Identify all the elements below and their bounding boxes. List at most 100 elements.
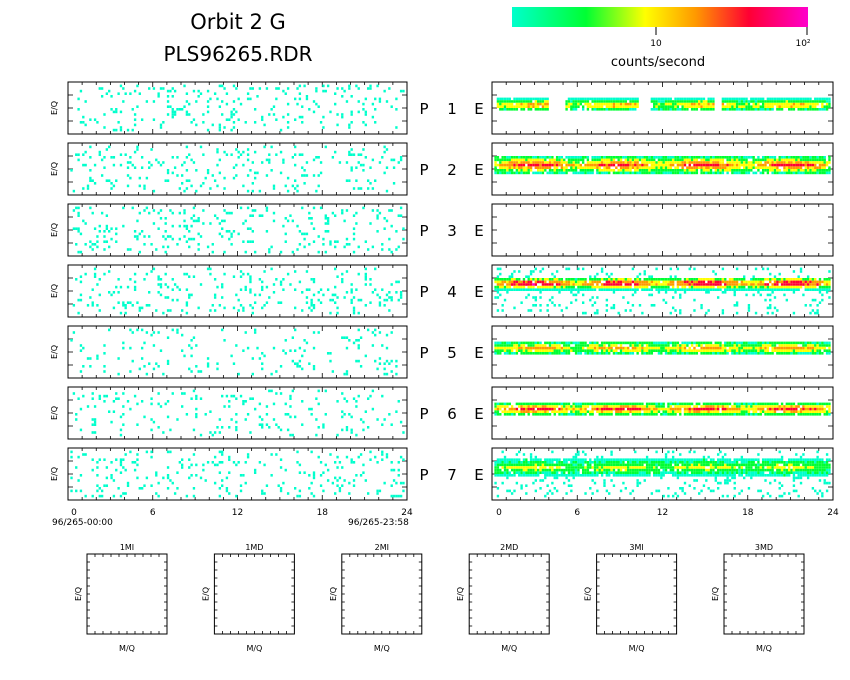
count-cell	[667, 346, 670, 350]
count-cell	[223, 150, 226, 154]
count-cell	[221, 235, 224, 238]
count-cell	[676, 105, 680, 108]
count-cell	[634, 100, 637, 103]
count-cell	[660, 288, 663, 291]
count-cell	[591, 344, 594, 347]
count-cell	[166, 179, 170, 182]
count-cell	[503, 102, 507, 106]
count-cell	[136, 328, 139, 332]
count-cell	[693, 352, 696, 355]
count-cell	[553, 346, 556, 350]
count-cell	[197, 95, 200, 98]
count-cell	[546, 166, 549, 169]
count-cell	[385, 346, 389, 350]
count-cell	[166, 245, 170, 249]
count-cell	[591, 341, 594, 345]
count-cell	[242, 306, 245, 310]
count-cell	[263, 270, 266, 273]
count-cell	[731, 166, 734, 169]
count-cell	[253, 176, 257, 180]
count-cell	[251, 397, 254, 400]
count-cell	[645, 349, 649, 352]
count-cell	[334, 492, 337, 495]
count-cell	[617, 97, 620, 101]
count-cell	[688, 163, 691, 167]
count-cell	[643, 407, 646, 411]
count-cell	[294, 118, 297, 121]
count-cell	[598, 352, 601, 355]
count-cell	[679, 293, 682, 297]
count-cell	[105, 224, 109, 228]
count-cell	[376, 489, 379, 493]
count-cell	[496, 105, 500, 108]
count-cell	[731, 283, 734, 286]
count-cell	[536, 100, 540, 103]
count-cell	[709, 169, 713, 172]
count-cell	[712, 349, 715, 352]
count-cell	[399, 214, 403, 217]
count-cell	[553, 163, 556, 167]
count-cell	[105, 227, 109, 230]
count-cell	[610, 407, 613, 411]
count-cell	[277, 87, 280, 90]
count-cell	[157, 291, 160, 294]
count-cell	[792, 341, 796, 345]
count-cell	[771, 156, 774, 159]
count-cell	[629, 105, 632, 108]
count-cell	[115, 458, 118, 461]
count-cell	[778, 344, 781, 347]
count-cell	[544, 102, 547, 106]
count-cell	[660, 285, 663, 289]
count-cell	[225, 487, 229, 490]
count-cell	[636, 341, 639, 345]
count-cell	[336, 113, 339, 116]
count-cell	[539, 304, 542, 307]
count-cell	[598, 108, 601, 111]
count-cell	[265, 484, 269, 487]
count-cell	[249, 304, 252, 307]
count-cell	[129, 156, 132, 159]
count-cell	[263, 123, 266, 127]
count-cell	[747, 283, 751, 286]
count-cell	[790, 163, 793, 167]
count-cell	[605, 108, 609, 111]
count-cell	[98, 293, 101, 297]
count-cell	[698, 283, 701, 286]
count-cell	[792, 166, 796, 169]
count-cell	[634, 105, 637, 108]
count-cell	[506, 161, 509, 164]
count-cell	[93, 405, 97, 408]
count-cell	[790, 288, 793, 291]
count-cell	[589, 163, 592, 167]
count-cell	[797, 280, 800, 284]
count-cell	[390, 359, 393, 363]
count-cell	[605, 171, 609, 175]
count-cell	[674, 169, 677, 172]
count-cell	[72, 392, 76, 395]
count-cell	[117, 372, 120, 376]
count-cell	[743, 346, 746, 350]
count-cell	[338, 476, 342, 480]
count-cell	[638, 156, 642, 159]
count-cell	[348, 153, 351, 156]
count-cell	[286, 413, 290, 416]
count-cell	[544, 344, 547, 347]
count-cell	[77, 230, 80, 233]
count-cell	[539, 346, 542, 350]
count-cell	[728, 341, 732, 345]
count-cell	[657, 410, 661, 413]
count-cell	[735, 352, 739, 355]
count-cell	[747, 100, 751, 103]
count-cell	[286, 219, 290, 223]
count-cell	[301, 309, 304, 312]
count-cell	[522, 283, 526, 286]
count-cell	[515, 278, 519, 281]
count-cell	[546, 407, 549, 411]
count-cell	[579, 100, 582, 103]
count-cell	[529, 288, 533, 291]
count-cell	[272, 346, 276, 350]
count-cell	[811, 108, 815, 111]
count-cell	[638, 413, 642, 416]
count-cell	[529, 352, 533, 355]
count-cell	[513, 346, 516, 350]
